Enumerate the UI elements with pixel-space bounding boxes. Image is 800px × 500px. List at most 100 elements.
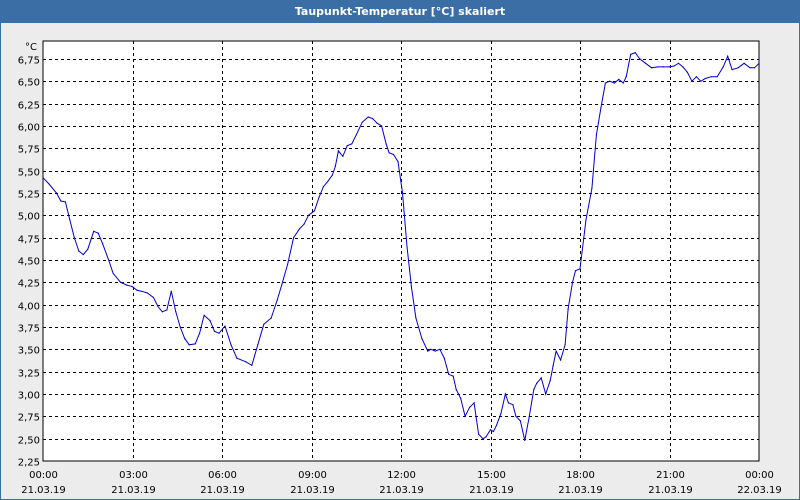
data-point [585,219,587,221]
data-point [230,344,232,346]
y-tick-label: 4,75 [18,235,40,246]
data-point [322,186,324,188]
data-point [401,192,404,194]
y-tick-label: 6,00 [18,123,40,134]
data-point [406,245,408,248]
y-tick-label: 3,50 [18,346,40,357]
data-point [507,402,509,404]
y-unit-label: °C [25,42,37,53]
x-tick-date-label: 21.03.19 [111,485,156,496]
series-points [42,52,760,441]
data-point [749,67,751,69]
data-point [293,237,295,239]
data-point [634,52,636,54]
data-point [263,323,265,325]
data-point [303,223,305,225]
y-tick-label: 4,00 [18,302,40,313]
x-tick-date-label: 21.03.19 [379,485,424,496]
data-point [716,76,718,78]
x-tick-time-label: 00:00 [745,470,774,481]
data-point [175,311,177,313]
y-tick-label: 5,25 [18,190,40,201]
data-point [758,62,760,64]
data-point [361,121,363,123]
data-point [331,174,333,176]
data-point [495,424,498,426]
chart-title: Taupunkt-Temperatur [°C] skaliert [0,0,800,22]
data-point [199,332,201,334]
data-point [236,357,238,359]
y-tick-label: 3,00 [18,391,40,402]
data-point [179,326,181,328]
data-point [645,62,647,64]
data-point [485,436,487,438]
data-point [299,228,301,230]
data-point [161,311,163,313]
y-tick-label: 6,75 [18,56,40,67]
data-point [452,375,454,377]
y-tick-label: 5,75 [18,145,40,156]
data-point [281,284,283,286]
data-point [97,232,99,234]
data-point [73,237,75,239]
data-point [184,338,186,340]
data-point [609,80,611,82]
data-point [695,76,698,78]
data-point [125,284,128,286]
data-point [618,78,620,80]
data-point [504,393,506,395]
data-point [460,397,462,399]
data-point [334,165,336,167]
data-point [519,420,521,422]
x-tick-time-label: 00:00 [29,470,58,481]
data-point [439,348,441,350]
data-point [60,200,62,202]
x-tick-date-label: 21.03.19 [21,485,66,496]
data-point [209,320,211,322]
data-point [555,350,557,352]
data-point [152,296,154,299]
data-point [743,62,745,64]
y-tick-label: 6,50 [18,78,40,89]
data-point [524,439,526,441]
data-point [464,415,466,417]
data-point [540,377,542,379]
data-point [613,82,615,84]
y-tick-label: 5,50 [18,168,40,179]
data-point [93,230,95,232]
x-tick-time-label: 18:00 [566,470,595,481]
data-point [482,438,484,440]
data-point [622,82,624,84]
data-point [337,150,339,152]
data-point [528,415,530,417]
data-point [313,210,316,212]
data-point [560,359,562,361]
data-point [473,402,475,404]
data-point [188,344,190,346]
data-point [385,143,387,145]
data-point [78,250,80,252]
data-point [595,134,598,136]
data-point [686,71,689,73]
data-point [346,145,348,147]
line-chart: 6,75 6,50 6,25 6,00 5,75 5,50 5,25 5,00 4,75 4,50… [18,40,782,496]
data-point [600,107,602,109]
y-tick-label: 2,75 [18,413,40,424]
y-tick-label: 4,50 [18,257,40,268]
data-point [136,289,138,291]
x-tick-time-label: 21:00 [656,470,685,481]
data-point [567,308,569,310]
data-point [604,82,607,84]
data-point [727,55,729,57]
data-point [120,281,122,283]
x-tick-time-label: 15:00 [477,470,506,481]
data-point [287,263,289,265]
data-point [131,286,134,288]
data-point [112,272,114,274]
data-point [700,80,702,82]
data-point [355,134,357,136]
data-point [552,364,554,366]
x-tick-time-label: 09:00 [298,470,327,481]
x-axis: 00:00 21.03.19 03:00 21.03.19 06:00 21.03.19 0… [21,470,782,496]
x-tick-date-label: 21.03.19 [469,485,514,496]
